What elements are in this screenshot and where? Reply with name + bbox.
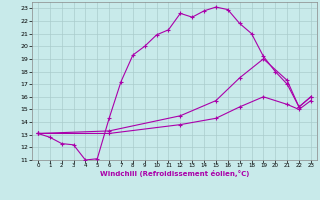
X-axis label: Windchill (Refroidissement éolien,°C): Windchill (Refroidissement éolien,°C) xyxy=(100,170,249,177)
